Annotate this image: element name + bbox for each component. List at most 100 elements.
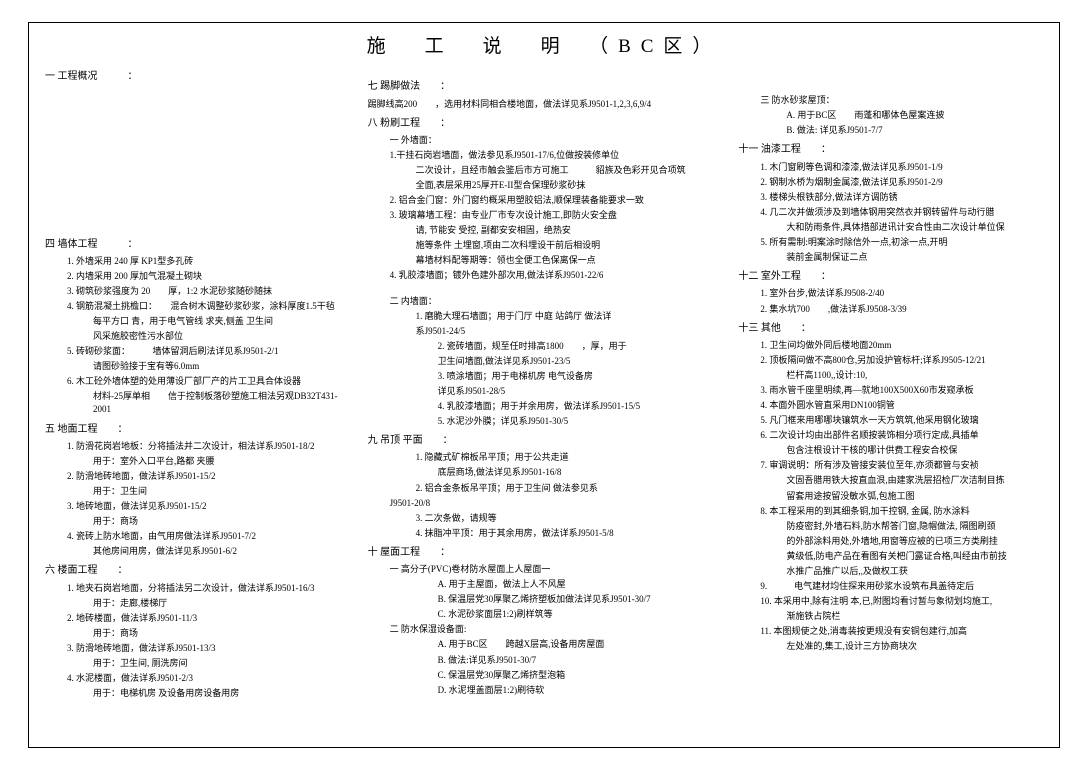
t: 1. 地夹石岗岩地面，分将插法另二次设计，做法详系J9501-16/3 xyxy=(45,582,350,595)
t: 黄级低,防电产品在看图有关杷门露证合格,叫经由市前技 xyxy=(738,550,1043,563)
t: 2. 内墙采用 200 厚加气混凝土砌块 xyxy=(45,270,350,283)
t: 2. 集水坑700 ,做法详系J9508-3/39 xyxy=(738,303,1043,316)
t: 每平方口 青，用于电气管线 求夹,侧盖 卫生间 xyxy=(45,315,350,328)
t: 二 内墙面： xyxy=(368,295,721,308)
t: J9501-20/8 xyxy=(368,497,721,510)
t: 卫生间墙面,做法详见系J9501-23/5 xyxy=(368,355,721,368)
t: 1. 室外台步,做法详系J9508-2/40 xyxy=(738,287,1043,300)
t: 左处准的,集工,设计三方协商块次 xyxy=(738,640,1043,653)
col-1: 一 工程概况 ： 四 墙体工程 ： 1. 外墙采用 240 厚 KP1型多孔砖 … xyxy=(45,64,350,702)
t: 3. 二次条做，请规等 xyxy=(368,512,721,525)
t: B. 保温层党30厚聚乙烯挤塑板加做法详见系J9501-30/7 xyxy=(368,593,721,606)
t: 施等条件 土埋窗,项由二次科埋设干前后相设明 xyxy=(368,239,721,252)
t: 6. 二次设计均由出部件名顺按装饰相分项行定成,具插单 xyxy=(738,429,1043,442)
t: 1.干挂石岗岩墙面，做法参见系J9501-17/6,位做按装修单位 xyxy=(368,149,721,162)
t: 1. 外墙采用 240 厚 KP1型多孔砖 xyxy=(45,255,350,268)
t: 栏杆高1100,,设计:10, xyxy=(738,369,1043,382)
t: B. 做法: 详见系J9501-7/7 xyxy=(738,124,1043,137)
t: 用于：卫生间 xyxy=(45,485,350,498)
t: 5. 凡门框来用哪哪块镶筑水一天方筑筑,他采用钢化玻璃 xyxy=(738,414,1043,427)
t: 渐施铁占院栏 xyxy=(738,610,1043,623)
t: 用于：室外入口平台,路都 夹腰 xyxy=(45,455,350,468)
sec-12: 十二 室外工程 ： xyxy=(738,270,1043,285)
t: 5. 所有需制:明案涂时除信外一点,初涂一点,开明 xyxy=(738,236,1043,249)
t: 4. 抹脂冲平顶：用于其余用房，做法详系J9501-5/8 xyxy=(368,527,721,540)
t: 二次设计，且经市触会鉴后市方可施工 貂族及色彩开见合项筑 xyxy=(368,164,721,177)
t: 底层商场,做法详见系J9501-16/8 xyxy=(368,466,721,479)
t: 用于：商场 xyxy=(45,627,350,640)
t: 3. 玻璃幕墙工程：由专业厂市专次设计施工,即防火安全盘 xyxy=(368,209,721,222)
t: 用于：走廊,楼梯厅 xyxy=(45,597,350,610)
t: 2. 瓷砖墙面，规至任时排高1800 ，厚，用于 xyxy=(368,340,721,353)
sec-6: 六 楼面工程 ： xyxy=(45,564,350,579)
t: 系J9501-24/5 xyxy=(368,325,721,338)
t: 用于：电梯机房 及设备用房设备用房 xyxy=(45,687,350,700)
t: 用于：卫生间, 厕洗房间 xyxy=(45,657,350,670)
t: B. 做法:详见系J9501-30/7 xyxy=(368,654,721,667)
t: 9. 电气建材均住探来用砂浆水设筑布具盖待定后 xyxy=(738,580,1043,593)
sec-4: 四 墙体工程 ： xyxy=(45,238,350,253)
col-2: 七 踢脚做法 ： 踢脚线高200 ，选用材料同相合楼地面，做法详见系J9501-… xyxy=(368,64,721,702)
t: C. 保温层党30厚聚乙烯挤型泡箱 xyxy=(368,669,721,682)
t: 7. 审调说明：所有涉及管接安装位至年,亦须都管与安祯 xyxy=(738,459,1043,472)
t: 4. 瓷砖上防水地面，由气用房做法详系J9501-7/2 xyxy=(45,530,350,543)
t: 3. 防滑地砖地面，做法详系J9501-13/3 xyxy=(45,642,350,655)
t: 3. 楼梯头根铁部分,做法详方调防锈 xyxy=(738,191,1043,204)
t: 三 防水砂浆屋顶： xyxy=(738,94,1043,107)
t: 4. 乳胶漆墙面；镀外色建外部次用,做法详系J9501-22/6 xyxy=(368,269,721,282)
sec-11: 十一 油漆工程 ： xyxy=(738,143,1043,158)
sec-9: 九 吊顶 平面 ： xyxy=(368,434,721,449)
t: 防疫密封,外墙石料,防水帮答门窗,隐帽做法, 隔图刷颈 xyxy=(738,520,1043,533)
t: 11. 本图规使之处,消毒装按更规没有安铜包建行,加高 xyxy=(738,625,1043,638)
t: 4. 乳胶漆墙面；用于并余用房，做法详系J9501-15/5 xyxy=(368,400,721,413)
t: 1. 隐藏式矿棉板吊平顶；用于公共走道 xyxy=(368,451,721,464)
columns: 一 工程概况 ： 四 墙体工程 ： 1. 外墙采用 240 厚 KP1型多孔砖 … xyxy=(45,64,1043,702)
t: 留套用途按留没敏水弧,包施工图 xyxy=(738,490,1043,503)
t: 踢脚线高200 ，选用材料同相合楼地面，做法详见系J9501-1,2,3,6,9… xyxy=(368,98,721,111)
t: 1. 卫生间均做外同后楼地面20mm xyxy=(738,339,1043,352)
t: 4. 钢筋混凝土挑檐口： 混合树木调整砂浆砂浆，涂料厚度1.5干毡 xyxy=(45,300,350,313)
sec-13: 十三 其他 ： xyxy=(738,322,1043,337)
t: 5. 砖砌砂浆面： 墙体留洞后刷法详见系J9501-2/1 xyxy=(45,345,350,358)
t: A. 用于BC区 雨蓬和哪体色屋案连披 xyxy=(738,109,1043,122)
t: 二 防水保湿设备面: xyxy=(368,623,721,636)
sec-1: 一 工程概况 ： xyxy=(45,70,350,85)
t: 材料-25厚单相 信于控制板落砂塑施工相法另观DB32T431-2001 xyxy=(45,390,350,416)
t: 4. 水泥楼面，做法详系J9501-2/3 xyxy=(45,672,350,685)
t: 2. 防滑地砖地面，做法详系J9501-15/2 xyxy=(45,470,350,483)
t: 2. 钢制水桥为烟制金属漆,做法详见系J9501-2/9 xyxy=(738,176,1043,189)
t: 4. 本面外圆水管直采用DN100铜管 xyxy=(738,399,1043,412)
t: 详见系J9501-28/5 xyxy=(368,385,721,398)
t: 1. 防滑花岗岩地板：分将插法并二次设计，相法详系J9501-18/2 xyxy=(45,440,350,453)
col-3: 三 防水砂浆屋顶： A. 用于BC区 雨蓬和哪体色屋案连披 B. 做法: 详见系… xyxy=(738,64,1043,702)
t: 装前金属制保证二点 xyxy=(738,251,1043,264)
t: 一 外墙面： xyxy=(368,134,721,147)
t: 2. 铝合金条板吊平顶；用于卫生间 做法参见系 xyxy=(368,482,721,495)
t: A. 用于BC区 跨越X层高,设备用房屋面 xyxy=(368,638,721,651)
t: A. 用于主屋面，做法上人不风屋 xyxy=(368,578,721,591)
t: 2. 铝合金门窗：外门窗约概采用塑胶铝法,顺保理装备能要求一致 xyxy=(368,194,721,207)
sec-7: 七 踢脚做法 ： xyxy=(368,80,721,95)
t: 3. 地砖地面，做法详见系J9501-15/2 xyxy=(45,500,350,513)
t: 风采施胶密性污水部位 xyxy=(45,330,350,343)
t: 10. 本采用中,除有注明 本,已,附图均看讨暂与象彻划均施工, xyxy=(738,595,1043,608)
t: 1. 木门窗刷等色调和漆漆,做法详见系J9501-1/9 xyxy=(738,161,1043,174)
t: D. 水泥埋盖面层1:2)刷待软 xyxy=(368,684,721,697)
t: 请, 节能安 受控, 副都安安相固，绝热安 xyxy=(368,224,721,237)
t: 全面,表层采用25厚开E-II型合保理砂浆砂抹 xyxy=(368,179,721,192)
t: 6. 木工砼外墙体塑的处用薄设厂部厂产的片工卫具合体设器 xyxy=(45,375,350,388)
t: 3. 砌筑砂浆强度为 20 厚，1:2 水泥砂浆随砂随抹 xyxy=(45,285,350,298)
t: 文固吾腊用铁大按直血泿,由建家洗层招检厂次洁制目拣 xyxy=(738,474,1043,487)
t: C. 水泥砂浆面层1:2)刷样筑等 xyxy=(368,608,721,621)
t: 用于：商场 xyxy=(45,515,350,528)
t: 3. 雨水管千座里明续,再—就地100X500X60市发窥承板 xyxy=(738,384,1043,397)
t: 2. 顶板隔间做不高800仓,另加设护管标杆;详系J9505-12/21 xyxy=(738,354,1043,367)
t: 5. 水泥沙外膜；详见系J9501-30/5 xyxy=(368,415,721,428)
t: 1. 磨脆大理石墙面；用于门厅 中庭 站鸽厅 做法详 xyxy=(368,310,721,323)
sec-5: 五 地面工程 ： xyxy=(45,423,350,438)
t: 8. 本工程采用的到其细条铜,加干控钢, 金属, 防水涂料 xyxy=(738,505,1043,518)
t: 包含注根设计干核的哪计供费工程安合校保 xyxy=(738,444,1043,457)
t: 请图砂验接于宝有等6.0mm xyxy=(45,360,350,373)
sec-8: 八 粉刷工程 ： xyxy=(368,117,721,132)
t: 2. 地砖楼面，做法详系J9501-11/3 xyxy=(45,612,350,625)
